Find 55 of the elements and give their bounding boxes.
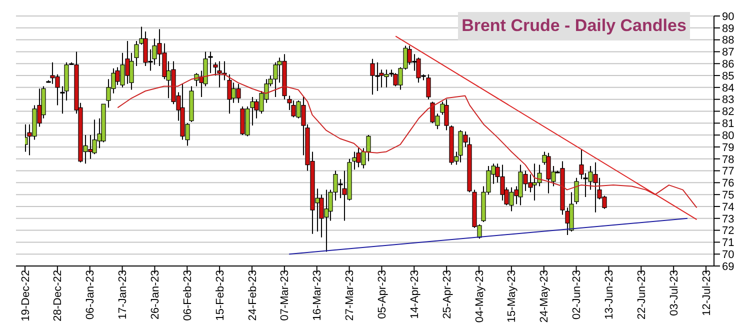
x-tick-label: 24-Feb-23: [246, 270, 259, 321]
y-tick-label: 88: [722, 34, 734, 47]
x-tick-label: 27-Mar-23: [344, 270, 356, 321]
x-tick-label: 06-Jan-23: [84, 270, 97, 320]
x-tick-label: 16-Mar-23: [312, 270, 324, 321]
x-tick-label: 28-Dec-22: [52, 270, 64, 322]
candlestick: [227, 74, 232, 114]
x-tick-label: 15-May-23: [506, 270, 518, 323]
y-tick-label: 84: [722, 82, 734, 94]
y-tick-label: 78: [722, 154, 734, 166]
line-series: [117, 74, 698, 208]
y-tick-label: 87: [722, 46, 734, 59]
y-tick-label: 90: [722, 10, 734, 23]
y-tick-label: 69: [722, 260, 734, 273]
y-tick-label: 81: [722, 118, 734, 130]
x-tick-label: 15-Feb-23: [214, 270, 226, 321]
x-tick-label: 17-Jan-23: [117, 270, 130, 320]
candlestick: [134, 40, 139, 66]
y-tick-label: 80: [722, 130, 734, 142]
x-tick-label: 19-Dec-22: [20, 270, 32, 322]
candlestick: [426, 74, 431, 100]
x-tick-label: 12-Jul-23: [700, 270, 713, 316]
y-tick-label: 75: [722, 189, 734, 202]
y-tick-label: 71: [722, 237, 734, 250]
x-tick-label: 06-Feb-23: [182, 270, 194, 321]
candlestick: [208, 51, 213, 74]
y-tick-label: 82: [722, 106, 734, 118]
x-tick-label: 07-Mar-23: [279, 270, 292, 321]
candlestick: [92, 119, 97, 155]
candlestick: [407, 45, 412, 66]
candlestick: [444, 98, 449, 131]
chart-title: Brent Crude - Daily Candles: [458, 12, 690, 40]
x-tick-label: 14-Apr-23: [408, 270, 421, 319]
x-tick-label: 26-Jan-23: [150, 270, 162, 320]
x-tick-label: 05-Apr-23: [376, 270, 389, 319]
x-tick-label: 04-May-23: [474, 270, 486, 323]
y-tick-label: 79: [722, 142, 734, 154]
y-tick-label: 72: [722, 225, 734, 238]
x-tick-label: 02-Jun-23: [571, 270, 584, 320]
y-tick-label: 76: [722, 178, 734, 190]
x-tick-label: 24-May-23: [538, 270, 551, 323]
y-tick-label: 73: [722, 213, 734, 226]
x-tick-label: 25-Apr-23: [441, 270, 454, 319]
x-tick-label: 22-Jun-23: [636, 270, 648, 320]
x-tick-label: 03-Jul-23: [668, 270, 680, 316]
x-tick-label: 13-Jun-23: [604, 270, 616, 320]
y-tick-label: 85: [722, 70, 734, 82]
y-tick-label: 83: [722, 94, 734, 106]
y-tick-label: 77: [722, 166, 734, 178]
candlestick: [366, 134, 371, 162]
candlestick: [574, 177, 579, 205]
y-tick-label: 70: [722, 249, 734, 261]
y-tick-label: 89: [722, 22, 734, 35]
y-tick-label: 86: [722, 58, 734, 71]
y-tick-label: 74: [722, 201, 734, 214]
